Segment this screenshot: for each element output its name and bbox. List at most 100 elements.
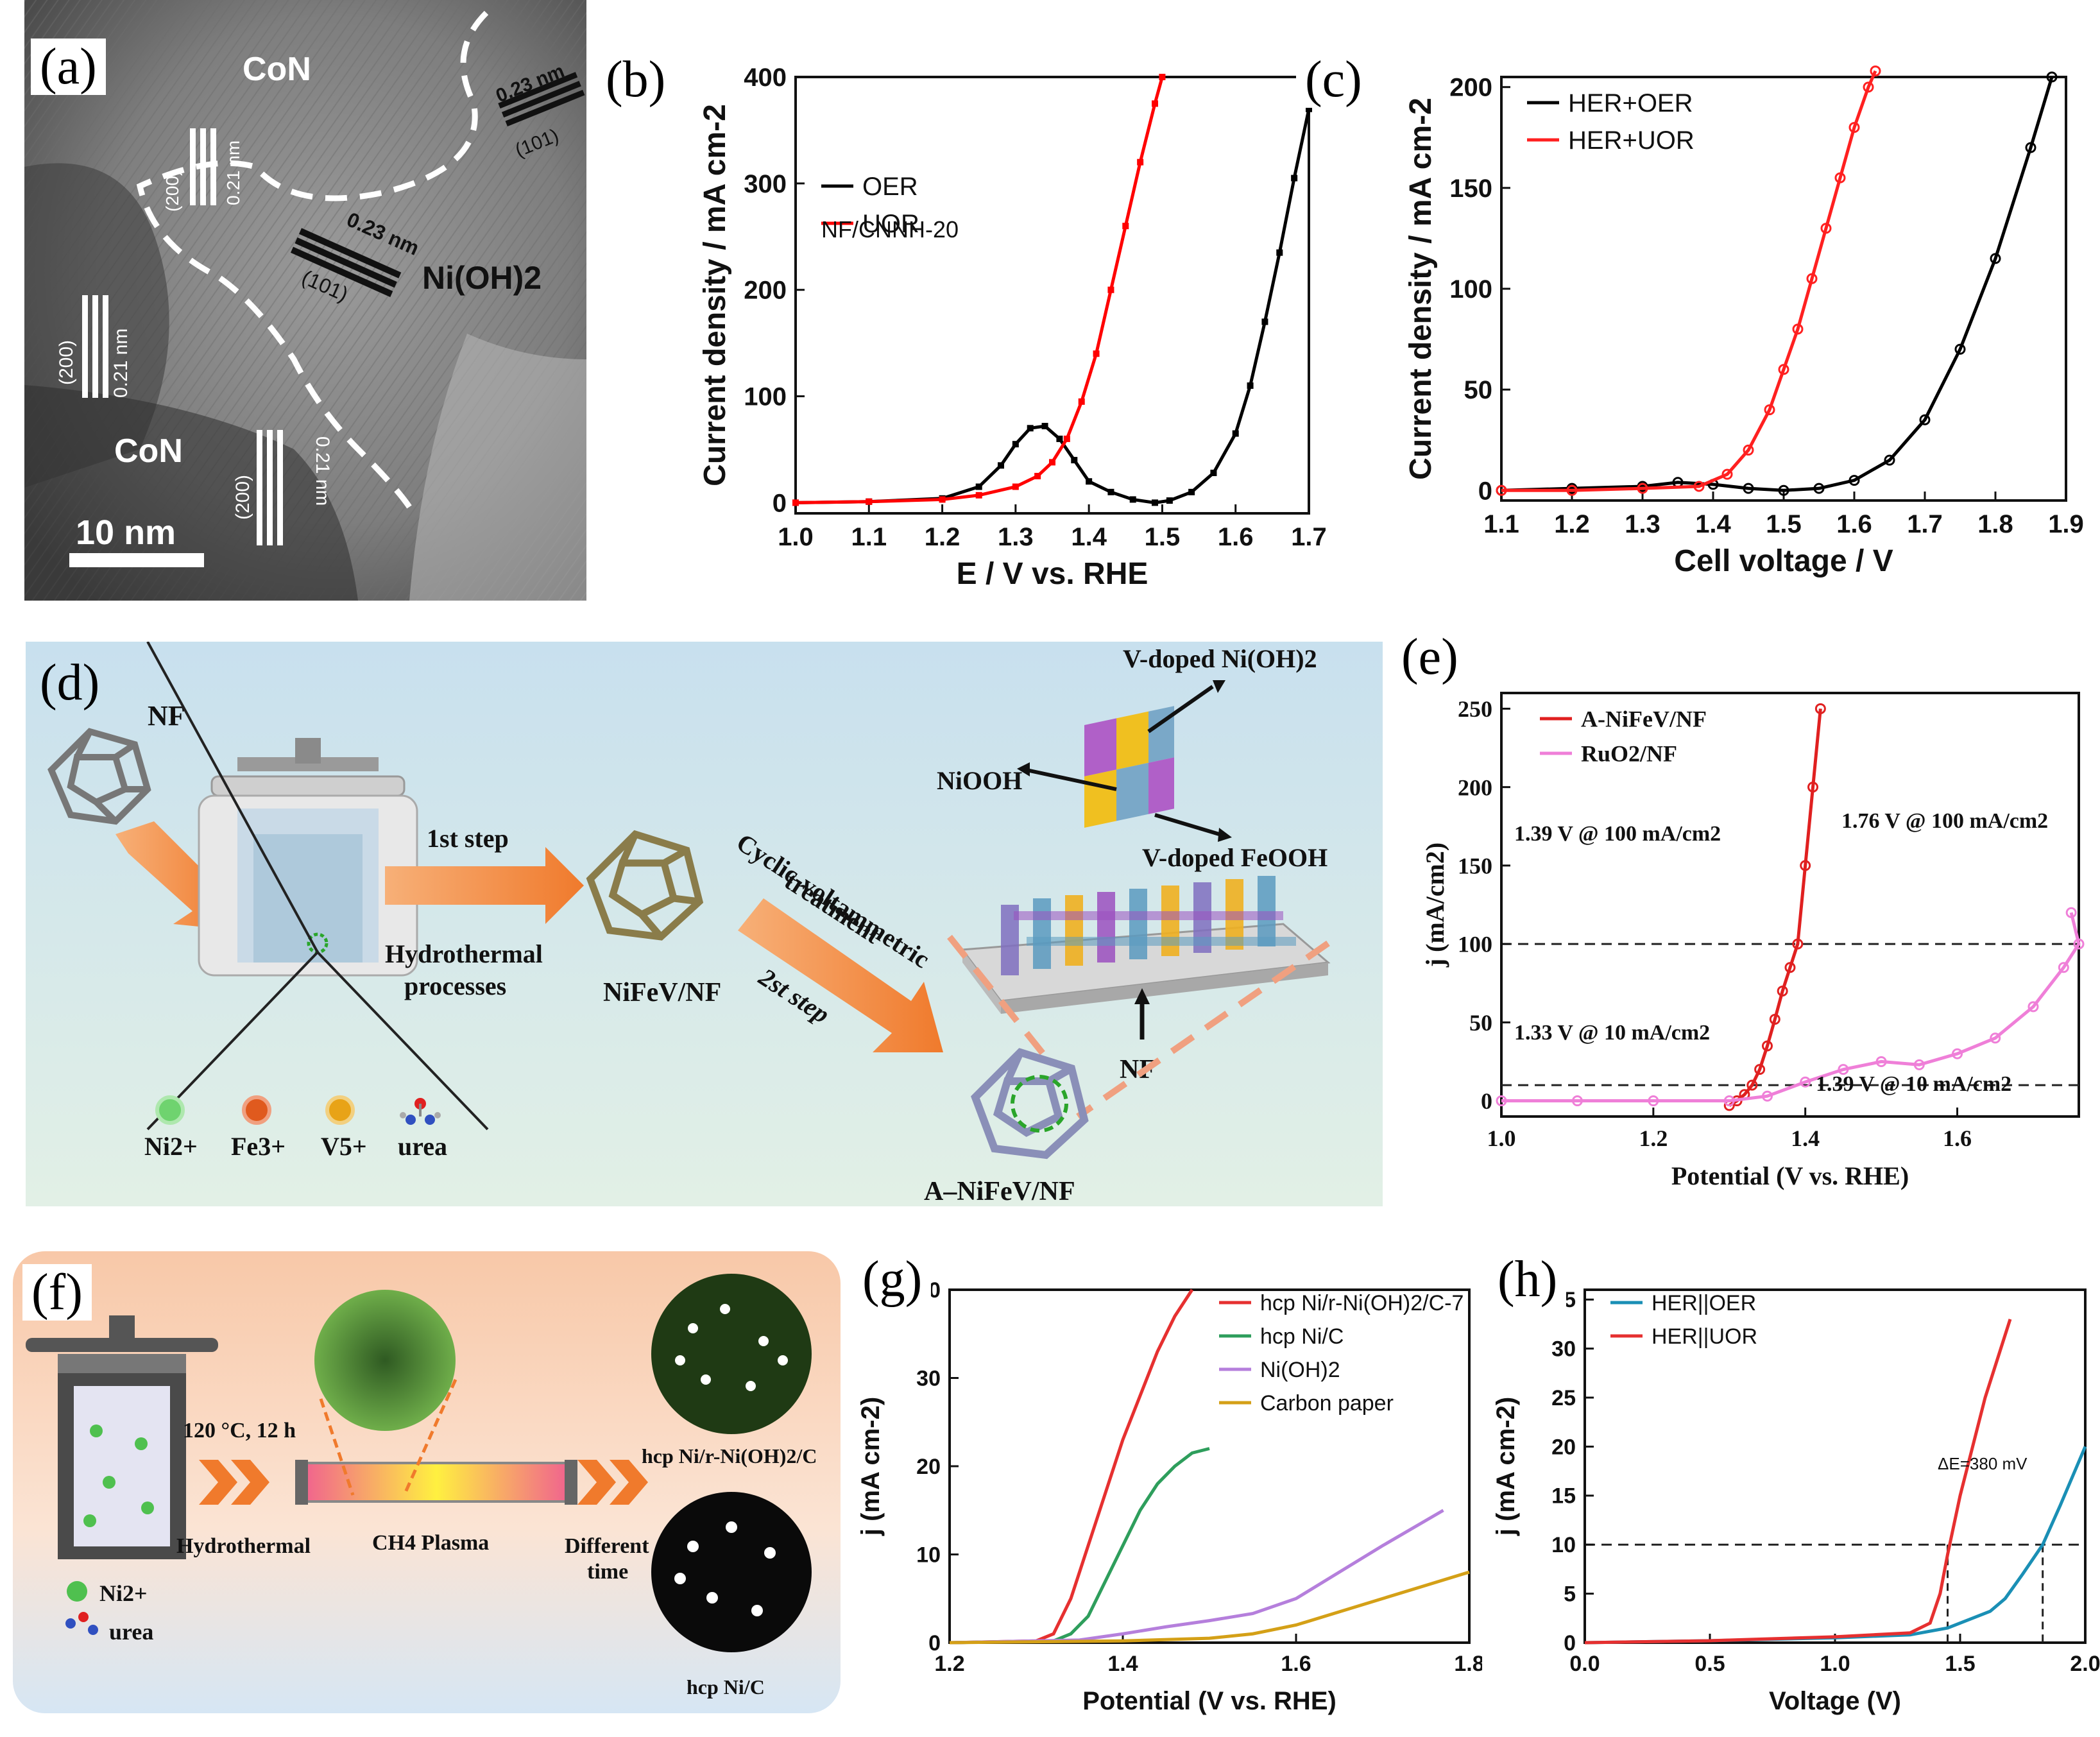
ni-ion-icon [67,1581,87,1602]
ion-urea-label: urea [398,1132,447,1161]
nifev-label: NiFeV/NF [603,978,721,1007]
x-tick-label: 1.5 [1766,510,1802,538]
data-point [2046,71,2058,83]
x-tick-label: 1.3 [998,523,1034,551]
data-point [939,496,946,503]
data-point [1093,350,1100,357]
y-tick-label: 15 [1551,1484,1576,1509]
panel-d: NF Ni2+ Fe3+ V5+ urea [26,641,1383,1206]
y-tick-label: 0 [928,1631,941,1656]
data-point [1800,1076,1811,1088]
ion-ni-icon [155,1095,185,1125]
panel-label-f: (f) [22,1264,92,1321]
data-point [1107,488,1114,495]
data-point [1648,1095,1659,1107]
chevron-3-icon [577,1460,616,1505]
series-line-1 [949,1447,1210,1645]
x-tick-label: 2.0 [2070,1652,2100,1676]
y-tick-label: 25 [1551,1386,1576,1410]
data-point [1870,65,1881,77]
data-point [1078,398,1085,405]
data-point [1806,273,1818,284]
chart-g: 1.21.41.61.8010203040Potential (V vs. RH… [857,1278,1485,1715]
data-point [2073,938,2085,950]
chevron-4-icon [610,1460,648,1505]
data-point [1764,404,1775,416]
urea-f-label: urea [109,1619,153,1645]
data-point [792,499,799,506]
data-point [1721,468,1733,480]
x-tick-label: 1.1 [1483,510,1519,538]
x-tick-label: 1.2 [1639,1125,1668,1151]
annotation-nf-cnnh: NF/CNNH-20 [821,216,959,243]
x-tick-label: 1.3 [1625,510,1660,538]
x-tick-label: 1.6 [1836,510,1872,538]
data-point [1813,483,1825,494]
series-line-0 [949,1288,1194,1645]
data-point [1159,74,1166,80]
precursor-sphere-icon [314,1290,456,1431]
data-point [866,498,873,505]
lattice-marker-5 [257,430,283,545]
y-tick-label: 0 [773,489,787,517]
x-tick-label: 1.8 [1454,1652,1482,1676]
ion-v-icon [325,1095,355,1125]
data-point [1913,1059,1925,1070]
panel-label-b: (b) [597,51,675,108]
series-line-0 [1501,76,2054,492]
data-point [1166,497,1173,504]
data-point [1063,435,1070,442]
data-point [1122,223,1129,230]
x-tick-label: 1.2 [1554,510,1590,538]
legend-label: Ni(OH)2 [1260,1358,1340,1382]
tem-image: CoN Ni(OH)2 CoN 0.23 nm (101) 0.23 nm (1… [24,0,586,601]
lattice-hkl3: (200) [162,170,182,212]
data-point [998,462,1004,469]
annotation-ann4: 1.39 V @ 10 mA/cm2 [1816,1072,2011,1096]
series-line-3 [949,1570,1470,1645]
data-point [1778,484,1789,496]
data-point [1034,472,1041,479]
product-nic-sphere-icon [651,1492,812,1652]
y-tick-label: 0 [1564,1631,1576,1656]
chevron-1-icon [199,1460,237,1505]
x-tick-label: 1.2 [925,523,960,551]
data-point [1232,430,1239,437]
data-point [1777,985,1788,997]
data-point [1761,1040,1773,1052]
data-point [1261,318,1268,325]
data-point [1056,435,1063,442]
step1-desc-2: processes [404,971,506,1000]
vdoped-feooh-label: V-doped FeOOH [1142,843,1327,872]
panel-label-a: (a) [31,39,106,95]
step1-desc-1: Hydrothermal [385,939,543,968]
x-tick-label: 1.1 [851,523,887,551]
data-point [2027,1001,2039,1013]
diff-label-2: time [587,1560,628,1584]
legend-label: Carbon paper [1260,1391,1394,1416]
chevron-2-icon [231,1460,269,1505]
y-tick-label: 250 [1458,696,1492,722]
data-point [1152,100,1158,107]
data-point [1954,343,1966,355]
data-point [1129,496,1136,503]
y-tick-label: 0 [1481,1088,1492,1114]
panel-f: Ni2+ urea 120 °C, 12 h Hydrothermal CH4 … [13,1251,841,1713]
anifev-label: A–NiFeV/NF [924,1177,1075,1206]
data-point [2025,142,2036,153]
y-tick-label: 200 [1449,74,1492,102]
y-tick-label: 150 [1449,175,1492,203]
series-line-1 [795,76,1164,504]
panel-label-h: (h) [1489,1251,1567,1308]
nifev-cage-icon [586,830,704,941]
data-point [1990,253,2001,264]
lattice-d5: 0.21 nm [312,436,333,506]
x-tick-label: 1.0 [1820,1652,1850,1676]
scale-bar-label: 10 nm [76,513,176,552]
label-nioh2: Ni(OH)2 [422,260,542,296]
panel-g: 1.21.41.61.8010203040Potential (V vs. RH… [853,1245,1485,1734]
plot-frame [1500,692,2080,1118]
chart-e: 1.0 1.2 1.4 1.6 0 50 100 150 200 250 Potential (V … [1421,692,2085,1190]
data-point [1807,782,1819,793]
data-point [1769,1013,1780,1025]
